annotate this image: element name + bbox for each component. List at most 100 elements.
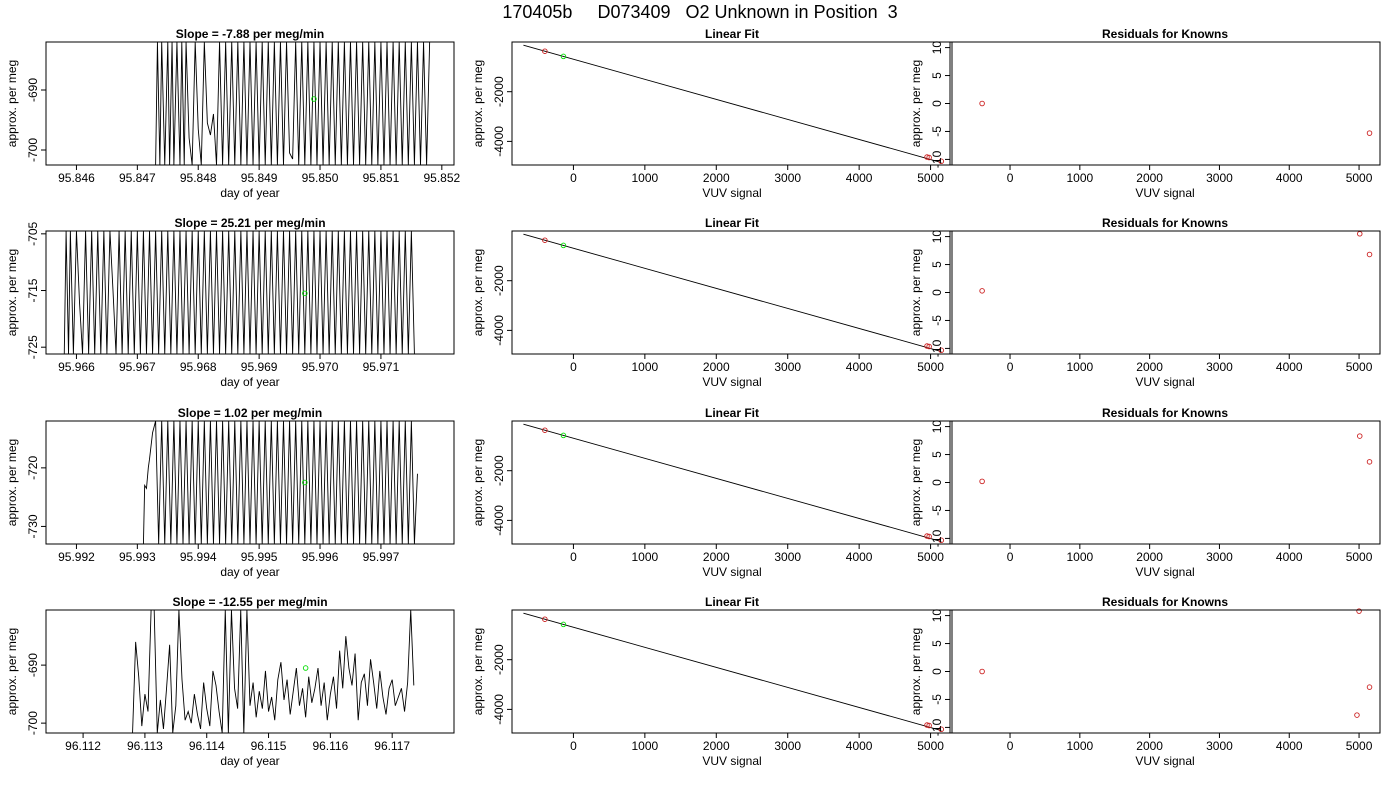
panel-9-y-tick-label: 10	[930, 420, 944, 434]
panel-9-title: Residuals for Knowns	[1102, 406, 1228, 420]
panel-3-x-tick-label: 1000	[1066, 171, 1093, 185]
panel-9-point-3	[1366, 459, 1373, 465]
panel-1-x-tick-label: 95.846	[58, 171, 95, 185]
panel-12-y-tick-label: 5	[930, 640, 944, 647]
panel-1-x-axis-label: day of year	[220, 186, 279, 200]
panel-1-series-line-1	[155, 42, 431, 165]
panel-12-point-4	[1366, 684, 1373, 690]
panel-6-x-tick-label: 4000	[1276, 360, 1303, 374]
panel-12-y-tick-label: 0	[930, 668, 944, 675]
panel-9-y-tick-label: -5	[930, 505, 944, 516]
panel-3-x-axis-label: VUV signal	[1135, 186, 1194, 200]
panel-9-y-axis-label: approx. per meg	[909, 439, 923, 526]
panel-2-point-3	[924, 154, 930, 160]
panel-1-x-tick-label: 95.847	[119, 171, 156, 185]
panel-2-x-tick-label: 5000	[917, 171, 944, 185]
panel-12-x-tick-label: 3000	[1206, 739, 1233, 753]
panel-5-point-2	[560, 242, 567, 249]
panel-2-point-4	[926, 154, 932, 161]
panel-7-series-line-1	[142, 421, 418, 544]
panel-3-y-tick-label: 0	[930, 100, 944, 107]
panel-12-point-2	[1356, 608, 1362, 614]
panel-1-y-tick-label: -700	[26, 138, 40, 162]
panel-5-y-axis-label: approx. per meg	[471, 249, 485, 336]
panel-6-point-2	[1357, 231, 1363, 237]
panel-5-fit-line	[523, 233, 942, 352]
panel-7-y-tick-label: -730	[26, 514, 40, 538]
panel-4-x-tick-label: 95.970	[302, 360, 339, 374]
panel-9-plot-frame	[949, 420, 1381, 545]
panel-6-x-axis-label: VUV signal	[1135, 375, 1194, 389]
panel-5-y-tick-label: -2000	[492, 265, 506, 296]
panel-12-x-tick-label: 1000	[1066, 739, 1093, 753]
panel-9-point-2	[1357, 433, 1363, 439]
panel-8-y-tick-label: -4000	[492, 505, 506, 536]
panel-6-y-tick-label: 5	[930, 261, 944, 268]
panel-8-x-tick-label: 4000	[846, 550, 873, 564]
panel-2-y-tick-label: -4000	[492, 126, 506, 157]
panel-8-point-5	[938, 537, 945, 544]
panel-3-plot-frame	[949, 41, 1381, 166]
panel-12-x-axis-label: VUV signal	[1135, 754, 1194, 768]
panel-8-point-1	[542, 427, 548, 433]
panel-9-y-tick-label: 0	[930, 479, 944, 486]
panel-5-x-tick-label: 4000	[846, 360, 873, 374]
panel-6-point-3	[1366, 251, 1373, 258]
panel-6-point-1	[979, 288, 985, 294]
panel-9-y-tick-label: -10	[930, 529, 944, 547]
panel-8-point-3	[924, 533, 930, 539]
panel-10-y-tick-label: -690	[26, 653, 40, 677]
panel-3-y-tick-label: 5	[930, 72, 944, 79]
panel-5-x-tick-label: 0	[570, 360, 577, 374]
panel-5-point-5	[938, 347, 945, 354]
panel-4-x-tick-label: 95.968	[180, 360, 217, 374]
panel-8-fit-line	[523, 423, 942, 542]
panel-3-y-axis-label: approx. per meg	[909, 60, 923, 147]
panel-7-x-tick-label: 95.994	[180, 550, 217, 564]
panel-9-x-tick-label: 4000	[1276, 550, 1303, 564]
panel-9-x-tick-label: 2000	[1136, 550, 1163, 564]
panel-8-title: Linear Fit	[705, 406, 759, 420]
panel-10-title: Slope = -12.55 per meg/min	[172, 595, 327, 609]
panel-8-point-4	[926, 533, 932, 540]
panel-4-x-axis-label: day of year	[220, 375, 279, 389]
panel-2-fit-line	[523, 44, 942, 163]
panel-3-point-1	[979, 100, 985, 107]
panel-10-series-line-1	[132, 610, 415, 733]
panel-2-x-tick-label: 2000	[703, 171, 730, 185]
panel-12-x-tick-label: 5000	[1346, 739, 1373, 753]
panel-11-x-axis-label: VUV signal	[702, 754, 761, 768]
panel-10-point-1	[302, 665, 309, 671]
panel-11-y-tick-label: -2000	[492, 644, 506, 675]
panel-4-y-tick-label: -715	[26, 278, 40, 302]
panel-10-x-tick-label: 96.113	[127, 739, 163, 753]
panel-12-y-tick-label: -5	[930, 694, 944, 705]
panel-4-y-tick-label: -725	[26, 335, 40, 359]
panel-7-x-tick-label: 95.996	[302, 550, 339, 564]
panel-6-x-tick-label: 5000	[1346, 360, 1373, 374]
panel-8-point-2	[560, 432, 567, 439]
panel-5-x-tick-label: 2000	[703, 360, 730, 374]
panel-7-x-tick-label: 95.997	[363, 550, 400, 564]
panel-12-x-tick-label: 0	[1007, 739, 1014, 753]
panel-4-x-tick-label: 95.966	[58, 360, 95, 374]
panel-9-x-axis-label: VUV signal	[1135, 565, 1194, 579]
panel-1-x-tick-label: 95.850	[302, 171, 339, 185]
panel-7-title: Slope = 1.02 per meg/min	[178, 406, 322, 420]
panel-6-y-tick-label: 0	[930, 289, 944, 296]
panel-10-x-tick-label: 96.112	[65, 739, 101, 753]
panel-4-series-line-1	[63, 231, 415, 354]
panel-12-point-3	[1354, 712, 1360, 718]
panel-10-y-tick-label: -700	[26, 711, 40, 735]
panel-9-x-tick-label: 0	[1007, 550, 1014, 564]
panel-8-y-axis-label: approx. per meg	[471, 439, 485, 526]
panel-2-title: Linear Fit	[705, 27, 759, 41]
panel-11-x-tick-label: 1000	[632, 739, 659, 753]
panel-8-x-tick-label: 0	[570, 550, 577, 564]
panel-8-x-tick-label: 1000	[632, 550, 659, 564]
panel-12-point-1	[979, 668, 985, 675]
page-title: 170405b D073409 O2 Unknown in Position 3	[502, 2, 898, 22]
panel-7-x-tick-label: 95.995	[241, 550, 278, 564]
panel-10-x-tick-label: 96.116	[312, 739, 348, 753]
panel-8-x-tick-label: 3000	[774, 550, 801, 564]
